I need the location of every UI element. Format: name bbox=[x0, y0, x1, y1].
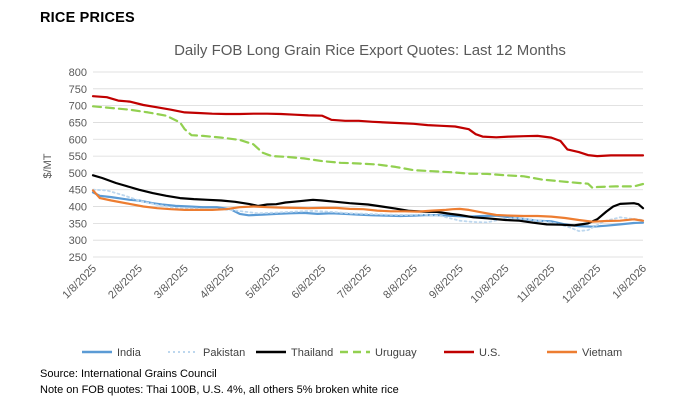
x-tick-label: 5/8/2025 bbox=[244, 263, 283, 302]
y-tick-label: 550 bbox=[69, 151, 87, 163]
y-tick-label: 300 bbox=[69, 235, 87, 247]
x-tick-label: 6/8/2025 bbox=[290, 263, 329, 302]
legend-label: Thailand bbox=[291, 347, 333, 359]
x-tick-label: 4/8/2025 bbox=[198, 263, 237, 302]
y-axis-label: $/MT bbox=[42, 153, 54, 178]
legend-label: Vietnam bbox=[582, 347, 622, 359]
x-tick-label: 2/8/2025 bbox=[106, 263, 145, 302]
y-tick-label: 750 bbox=[69, 84, 87, 96]
y-tick-label: 450 bbox=[69, 185, 87, 197]
y-axis-ticks: 250 300 350 400 450 500 550 600 650 700 750 800 bbox=[69, 67, 87, 264]
y-tick-label: 800 bbox=[69, 67, 87, 79]
legend-label: Pakistan bbox=[203, 347, 245, 359]
y-tick-label: 700 bbox=[69, 101, 87, 113]
series-line-vietnam bbox=[91, 189, 645, 223]
source-notes: Source: International Grains Council Not… bbox=[40, 366, 399, 398]
series-line-india bbox=[91, 191, 645, 228]
y-tick-label: 400 bbox=[69, 202, 87, 214]
fob-note-line: Note on FOB quotes: Thai 100B, U.S. 4%, … bbox=[40, 384, 399, 396]
series-lines bbox=[91, 95, 645, 233]
y-tick-label: 650 bbox=[69, 117, 87, 129]
series-line-uruguay bbox=[91, 105, 645, 190]
series-line-us bbox=[91, 95, 645, 158]
x-tick-label: 1/8/2026 bbox=[610, 263, 649, 302]
section-title: RICE PRICES bbox=[40, 10, 135, 26]
x-tick-label: 11/8/2025 bbox=[515, 263, 558, 306]
legend-label: U.S. bbox=[479, 347, 500, 359]
legend-label: Uruguay bbox=[375, 347, 417, 359]
x-axis-ticks: 1/8/2025 2/8/2025 3/8/2025 4/8/2025 5/8/2025… bbox=[60, 263, 649, 306]
x-tick-label: 7/8/2025 bbox=[335, 263, 374, 302]
gridlines bbox=[93, 71, 643, 258]
x-tick-label: 1/8/2025 bbox=[60, 263, 99, 302]
series-line-thailand bbox=[91, 174, 645, 227]
legend: India Pakistan Thailand Uruguay U.S. Vietnam bbox=[82, 347, 622, 359]
x-tick-label: 10/8/2025 bbox=[469, 263, 512, 306]
x-tick-label: 8/8/2025 bbox=[381, 263, 420, 302]
legend-label: India bbox=[117, 347, 142, 359]
series-line-pakistan bbox=[92, 188, 644, 233]
y-tick-label: 350 bbox=[69, 218, 87, 230]
y-tick-label: 500 bbox=[69, 168, 87, 180]
y-tick-label: 250 bbox=[69, 252, 87, 264]
x-tick-label: 12/8/2025 bbox=[560, 263, 603, 306]
y-tick-label: 600 bbox=[69, 134, 87, 146]
source-line: Source: International Grains Council bbox=[40, 368, 217, 380]
chart-title: Daily FOB Long Grain Rice Export Quotes:… bbox=[174, 42, 566, 59]
x-tick-label: 9/8/2025 bbox=[427, 263, 466, 302]
x-tick-label: 3/8/2025 bbox=[152, 263, 191, 302]
